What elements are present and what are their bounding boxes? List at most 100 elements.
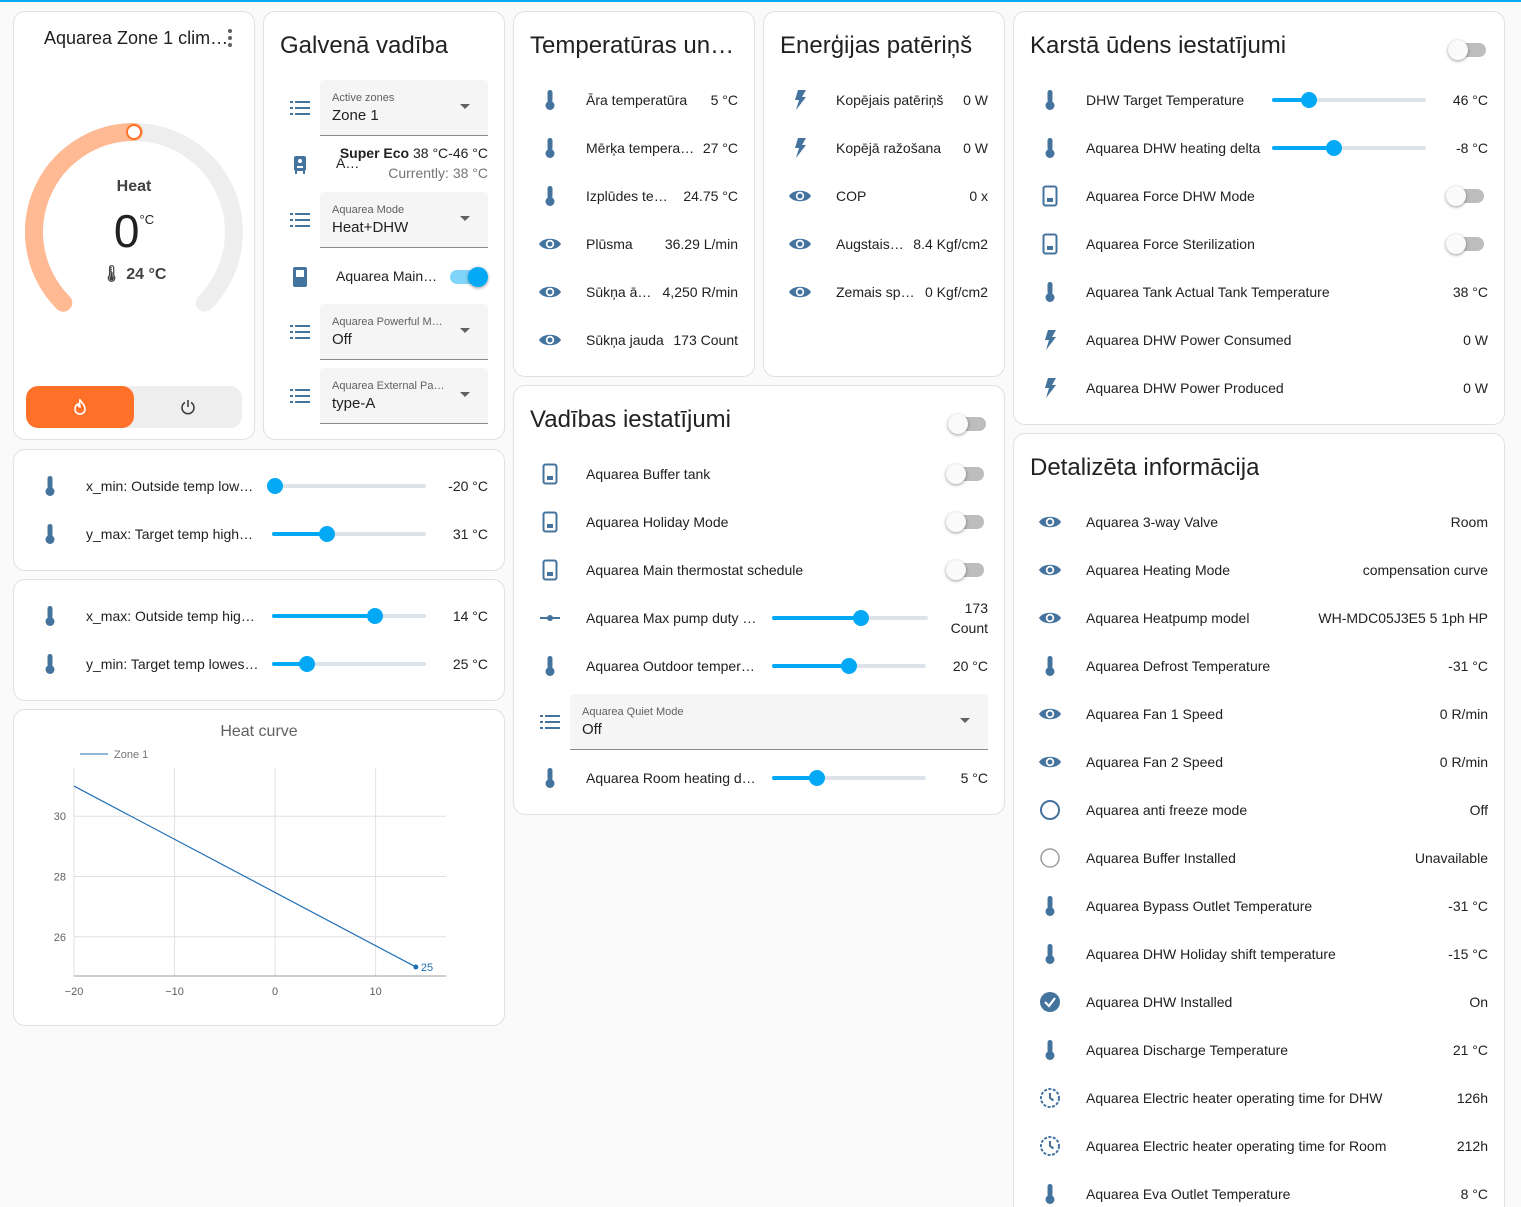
series-end-label: 25 [421, 962, 433, 974]
energy-row[interactable]: Kopējā ražošana 0 W [764, 124, 1004, 172]
max-pump-slider[interactable] [772, 610, 928, 626]
eye-icon [530, 284, 570, 300]
target-value: 0 [113, 205, 140, 257]
row-value: 0 x [969, 188, 988, 204]
dhw-target-slider[interactable] [1272, 92, 1426, 108]
main-switch-toggle[interactable] [450, 267, 488, 287]
mode-select[interactable]: Aquarea Mode Heat+DHW [320, 192, 488, 248]
detail-row[interactable]: Aquarea Heating Mode compensation curve [1014, 546, 1504, 594]
entity-toggle[interactable] [946, 464, 984, 484]
dhw-target-row: DHW Target Temperature 46 °C [1014, 76, 1504, 124]
thermometer-icon [530, 767, 570, 789]
row-value: On [1469, 994, 1488, 1010]
x-tick-label: 10 [369, 986, 381, 998]
main-control-card: Galvenā vadība Active zones Zone 1 A… Su… [263, 11, 505, 440]
row-name: Aquarea Fan 2 Speed [1086, 754, 1223, 770]
detail-row[interactable]: Aquarea 3-way Valve Room [1014, 498, 1504, 546]
thermostat-dial[interactable] [14, 92, 255, 342]
outdoor-temp-slider[interactable] [772, 658, 926, 674]
detail-row[interactable]: Aquarea Electric heater operating time f… [1014, 1122, 1504, 1170]
control-settings-card: Vadības iestatījumi Aquarea Buffer tank A… [513, 385, 1005, 815]
card-title: Karstā ūdens iestatījumi [1030, 32, 1287, 59]
value-slider[interactable] [272, 526, 426, 542]
thermometer-icon [1030, 89, 1070, 111]
temperature-row[interactable]: Mērķa temperat… 27 °C [514, 124, 754, 172]
active-zones-select[interactable]: Active zones Zone 1 [320, 80, 488, 136]
dhw-header-toggle[interactable] [1448, 40, 1486, 60]
dropdown-arrow-icon [460, 392, 470, 397]
dropdown-arrow-icon [460, 104, 470, 109]
detail-row[interactable]: Aquarea Defrost Temperature -31 °C [1014, 642, 1504, 690]
row-value: -31 °C [1448, 658, 1488, 674]
x-tick-label: −20 [65, 986, 84, 998]
row-name: Augstais… [836, 236, 904, 252]
external-pad-select[interactable]: Aquarea External Pa… type-A [320, 368, 488, 424]
switch-device-icon [530, 463, 570, 485]
row-name: Aquarea Room heating del… [586, 770, 760, 786]
value-slider[interactable] [272, 656, 426, 672]
thermometer-icon [30, 605, 70, 627]
heat-mode-button[interactable] [26, 386, 134, 428]
control-toggle-row[interactable]: Aquarea Main thermostat schedule [514, 546, 1004, 594]
force-sterilization-toggle[interactable] [1446, 234, 1484, 254]
dhw-delta-slider[interactable] [1272, 140, 1426, 156]
temperature-row[interactable]: Āra temperatūra 5 °C [514, 76, 754, 124]
row-name: Aquarea DHW heating delta [1086, 140, 1261, 156]
details-card: Detalizēta informācija Aquarea 3-way Val… [1013, 433, 1505, 1207]
room-delta-slider[interactable] [772, 770, 926, 786]
temperature-row[interactable]: Sūkņa ātr… 4,250 R/min [514, 268, 754, 316]
select-label: Aquarea External Pa… [332, 380, 445, 392]
control-toggle-row[interactable]: Aquarea Holiday Mode [514, 498, 1004, 546]
thermometer-icon [30, 475, 70, 497]
detail-row[interactable]: Aquarea Bypass Outlet Temperature -31 °C [1014, 882, 1504, 930]
detail-row[interactable]: Aquarea Discharge Temperature 21 °C [1014, 1026, 1504, 1074]
value-slider[interactable] [272, 608, 426, 624]
dhw-row[interactable]: Aquarea DHW Power Consumed 0 W [1014, 316, 1504, 364]
dial-handle[interactable] [126, 124, 142, 140]
dhw-row[interactable]: Aquarea Tank Actual Tank Temperature 38 °… [1014, 268, 1504, 316]
detail-row[interactable]: Aquarea Buffer Installed Unavailable [1014, 834, 1504, 882]
row-name: y_min: Target temp lowest… [86, 656, 260, 672]
detail-row[interactable]: Aquarea anti freeze mode Off [1014, 786, 1504, 834]
energy-row[interactable]: Zemais spi… 0 Kgf/cm2 [764, 268, 1004, 316]
detail-row[interactable]: Aquarea Fan 1 Speed 0 R/min [1014, 690, 1504, 738]
room-delta-row: Aquarea Room heating del… 5 °C [514, 754, 1004, 802]
temperature-row[interactable]: Izplūdes tem… 24.75 °C [514, 172, 754, 220]
force-dhw-toggle[interactable] [1446, 186, 1484, 206]
detail-row[interactable]: Aquarea Heatpump model WH-MDC05J3E5 5 1ph… [1014, 594, 1504, 642]
row-value: -20 °C [448, 478, 488, 494]
temperature-row[interactable]: Plūsma 36.29 L/min [514, 220, 754, 268]
control-toggle-row[interactable]: Aquarea Buffer tank [514, 450, 1004, 498]
off-mode-button[interactable] [134, 386, 242, 428]
powerful-mode-select[interactable]: Aquarea Powerful M… Off [320, 304, 488, 360]
detail-row[interactable]: Aquarea Fan 2 Speed 0 R/min [1014, 738, 1504, 786]
entity-toggle[interactable] [946, 512, 984, 532]
entity-toggle[interactable] [946, 560, 984, 580]
detail-row[interactable]: Aquarea DHW Holiday shift temperature -15… [1014, 930, 1504, 978]
curve-param-row[interactable]: x_max: Outside temp high… 14 °C [14, 592, 504, 640]
curve-param-row[interactable]: y_max: Target temp highe… 31 °C [14, 510, 504, 558]
row-value: 4,250 R/min [662, 284, 738, 300]
row-value: 173 Count [673, 332, 738, 348]
row-name: Aquarea 3-way Valve [1086, 514, 1219, 530]
quiet-mode-select[interactable]: Aquarea Quiet Mode Off [570, 694, 988, 750]
dhw-row[interactable]: Aquarea DHW Power Produced 0 W [1014, 364, 1504, 412]
more-vert-icon[interactable] [224, 28, 236, 48]
energy-row[interactable]: Augstais… 8.4 Kgf/cm2 [764, 220, 1004, 268]
dhw-delta-row: Aquarea DHW heating delta -8 °C [1014, 124, 1504, 172]
list-icon [540, 715, 560, 729]
detail-row[interactable]: Aquarea Electric heater operating time f… [1014, 1074, 1504, 1122]
curve-param-row[interactable]: y_min: Target temp lowest… 25 °C [14, 640, 504, 688]
temperature-row[interactable]: Sūkņa jauda 173 Count [514, 316, 754, 364]
row-value: 5 °C [960, 770, 988, 786]
value-slider[interactable] [267, 478, 426, 494]
energy-row[interactable]: Kopējais patēriņš 0 W [764, 76, 1004, 124]
detail-row[interactable]: Aquarea Eva Outlet Temperature 8 °C [1014, 1170, 1504, 1207]
control-header-toggle[interactable] [948, 414, 986, 434]
row-value: -15 °C [1448, 946, 1488, 962]
energy-row[interactable]: COP 0 x [764, 172, 1004, 220]
dropdown-arrow-icon [960, 718, 970, 723]
detail-row[interactable]: Aquarea DHW Installed On [1014, 978, 1504, 1026]
curve-param-row[interactable]: x_min: Outside temp lowe… -20 °C [14, 462, 504, 510]
